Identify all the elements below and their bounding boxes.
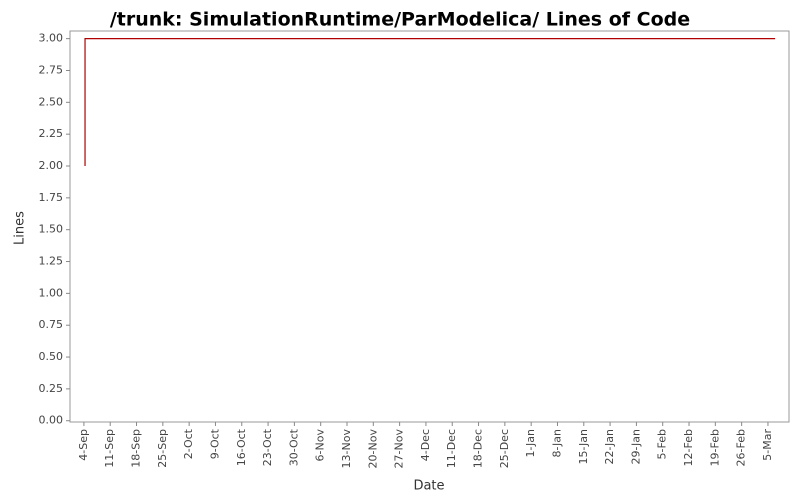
x-tick-label: 6-Nov (314, 429, 327, 462)
y-tick-label: 0.00 (39, 414, 64, 427)
x-tick-label: 22-Jan (603, 429, 616, 465)
y-tick-label: 2.75 (39, 63, 64, 76)
y-tick-label: 1.75 (39, 191, 64, 204)
y-tick-label: 0.25 (39, 382, 64, 395)
x-tick-label: 2-Oct (182, 428, 195, 459)
x-tick-label: 26-Feb (735, 429, 748, 466)
x-tick-label: 4-Dec (419, 429, 432, 461)
x-tick-label: 12-Feb (682, 429, 695, 466)
x-tick-label: 23-Oct (261, 428, 274, 466)
y-tick-label: 3.00 (39, 32, 64, 45)
x-tick-label: 29-Jan (629, 429, 642, 465)
y-tick-label: 1.25 (39, 255, 64, 268)
y-axis-label: Lines (13, 211, 28, 245)
plot-area (69, 30, 790, 423)
x-tick-label: 18-Dec (472, 429, 485, 468)
x-tick-label: 30-Oct (287, 428, 300, 466)
x-tick-label: 27-Nov (393, 429, 406, 469)
x-tick-label: 9-Oct (208, 428, 221, 459)
x-tick-label: 15-Jan (577, 429, 590, 465)
y-tick-label: 1.00 (39, 286, 64, 299)
x-tick-label: 11-Dec (445, 429, 458, 468)
x-tick-label: 5-Feb (656, 429, 669, 459)
x-tick-label: 18-Sep (130, 429, 143, 468)
y-tick-label: 2.00 (39, 159, 64, 172)
x-tick-label: 16-Oct (235, 428, 248, 466)
x-tick-label: 11-Sep (103, 429, 116, 468)
data-line (84, 38, 776, 167)
y-tick-label: 2.25 (39, 127, 64, 140)
x-tick-label: 4-Sep (77, 429, 90, 461)
y-tick-label: 0.75 (39, 318, 64, 331)
x-tick-label: 20-Nov (366, 429, 379, 469)
x-tick-label: 25-Sep (156, 429, 169, 468)
x-tick-label: 13-Nov (340, 429, 353, 469)
x-tick-label: 19-Feb (708, 429, 721, 466)
x-tick-label: 5-Mar (761, 429, 774, 461)
x-tick-label: 1-Jan (524, 429, 537, 458)
y-tick-label: 0.50 (39, 350, 64, 363)
y-tick-label: 2.50 (39, 95, 64, 108)
chart-title: /trunk: SimulationRuntime/ParModelica/ L… (110, 9, 690, 31)
y-tick-label: 1.50 (39, 223, 64, 236)
x-tick-label: 8-Jan (550, 429, 563, 458)
x-tick-label: 25-Dec (498, 429, 511, 468)
x-axis-label: Date (413, 479, 444, 494)
